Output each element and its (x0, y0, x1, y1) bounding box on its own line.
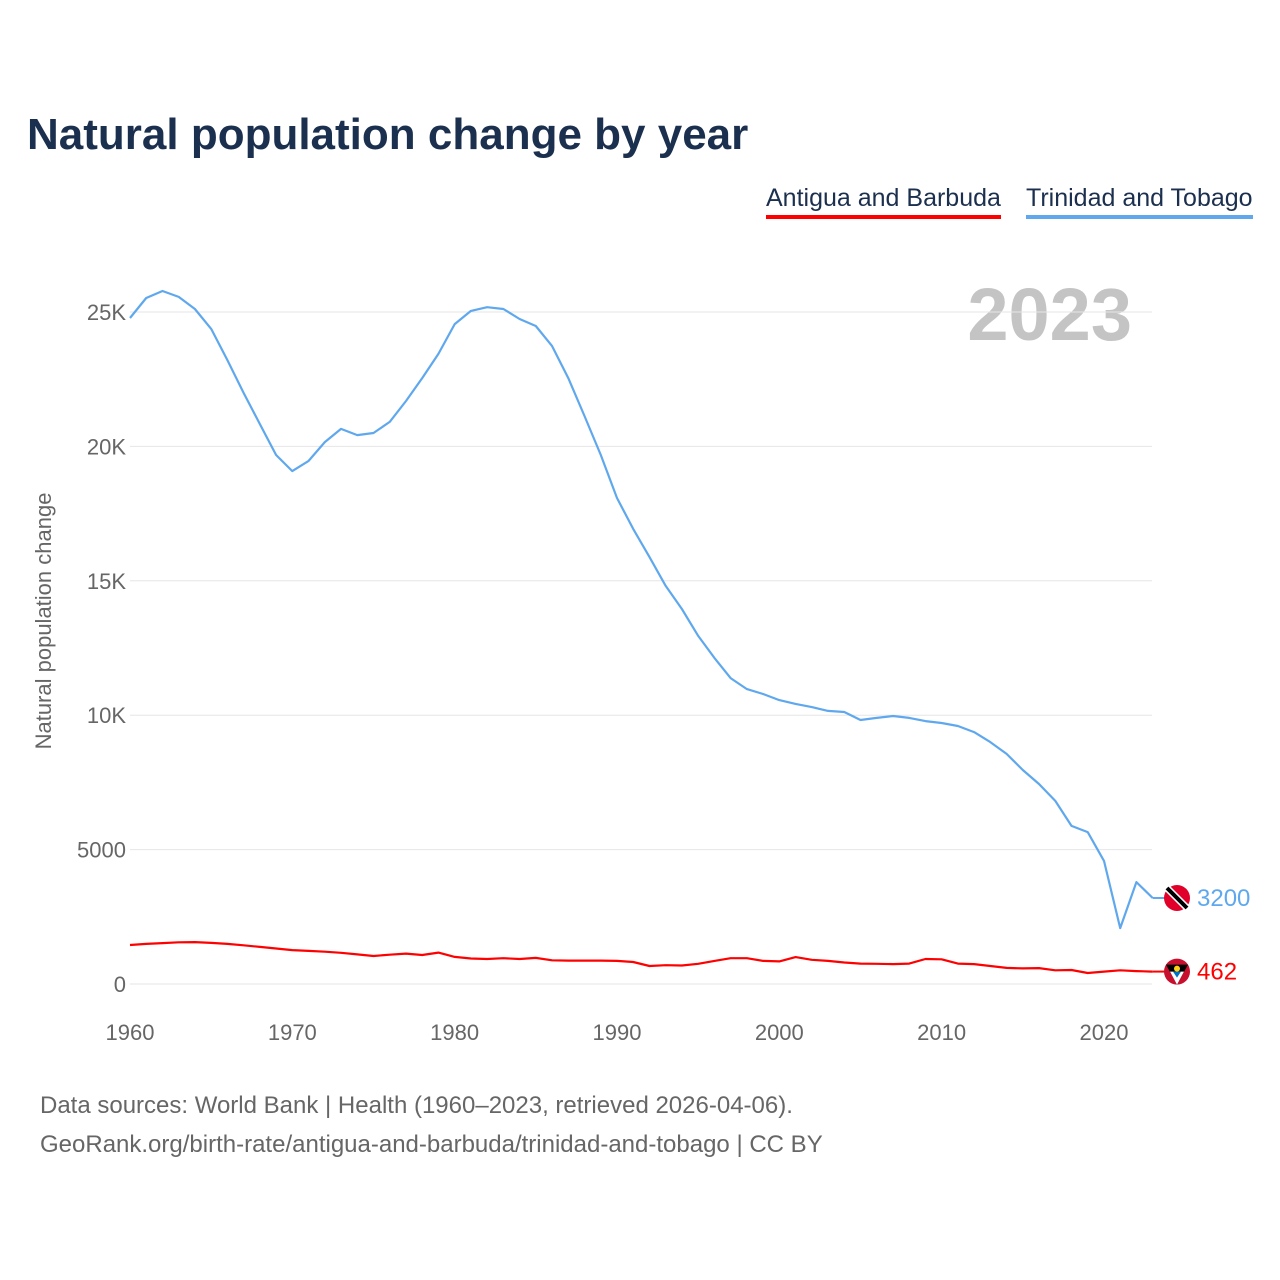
x-tick-label: 1960 (106, 1020, 155, 1045)
x-tick-label: 2000 (755, 1020, 804, 1045)
legend-trinidad-and-tobago[interactable]: Trinidad and Tobago (1026, 184, 1253, 219)
flag-stripe (1165, 886, 1189, 910)
year-label: 2023 (967, 273, 1132, 356)
x-tick-label: 2010 (917, 1020, 966, 1045)
x-tick-label: 1990 (593, 1020, 642, 1045)
end-value-label: 462 (1197, 959, 1237, 986)
series-line-antigua-and-barbuda (129, 940, 1153, 975)
y-tick-label: 15K (87, 569, 126, 594)
end-value-label: 3200 (1197, 885, 1250, 912)
y-tick-label: 0 (114, 972, 126, 997)
flag-sun (1174, 965, 1180, 972)
y-axis-label: Natural population change (31, 493, 56, 750)
source-note: Data sources: World Bank | Health (1960–… (40, 1086, 823, 1164)
x-tick-label: 2020 (1080, 1020, 1129, 1045)
x-tick-label: 1980 (430, 1020, 479, 1045)
legend-antigua-and-barbuda[interactable]: Antigua and Barbuda (766, 184, 1001, 219)
y-tick-label: 20K (87, 434, 126, 459)
source-line: Data sources: World Bank | Health (1960–… (40, 1092, 793, 1119)
chart-title: Natural population change by year (27, 110, 749, 159)
source-url[interactable]: GeoRank.org/birth-rate/antigua-and-barbu… (40, 1131, 823, 1158)
flag-blue (1173, 971, 1181, 978)
series-line-trinidad-and-tobago (129, 289, 1154, 930)
x-tick-label: 1970 (268, 1020, 317, 1045)
y-tick-label: 25K (87, 300, 126, 325)
y-tick-label: 5000 (77, 838, 126, 863)
y-tick-label: 10K (87, 703, 126, 728)
flag-white (1170, 971, 1184, 985)
